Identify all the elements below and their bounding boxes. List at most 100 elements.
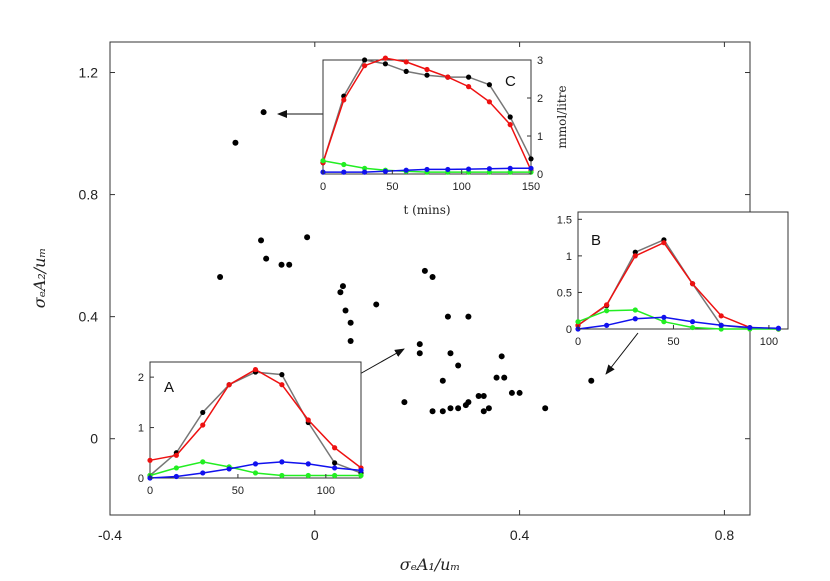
- inset-series-point-green: [604, 308, 610, 314]
- inset-a-label: A: [164, 379, 174, 396]
- scatter-point: [286, 261, 293, 268]
- inset-c: 0 50 100 150 0 1 2 3 C t (mins) mmol/litre: [320, 55, 569, 217]
- inset-series-point-blue: [305, 461, 311, 467]
- main-y-tick-label: 0: [90, 431, 98, 447]
- scatter-point: [263, 255, 270, 262]
- scatter-point: [439, 408, 446, 415]
- main-y-tick-label: 1.2: [79, 65, 99, 81]
- inset-series-point-black: [632, 249, 638, 255]
- inset-series-point-blue: [226, 466, 232, 472]
- inset-c-x-axis-label: t (mins): [403, 203, 450, 217]
- inset-a: 0 50 100 0 1 2 A: [138, 361, 364, 497]
- inset-series-point-blue: [252, 461, 259, 467]
- inset-series-point-black: [403, 68, 409, 74]
- inset-series-line-red: [577, 241, 779, 330]
- inset-series-point-black: [279, 372, 285, 378]
- inset-series-point-red: [424, 66, 430, 73]
- scatter-point: [373, 301, 380, 308]
- inset-a-x-ticks: 0 50 100: [147, 474, 335, 497]
- inset-series-point-red: [718, 313, 724, 319]
- scatter-point: [347, 319, 354, 326]
- inset-series-point-red: [632, 253, 638, 259]
- inset-series-point-black: [332, 460, 338, 466]
- scatter-point: [447, 405, 454, 412]
- inset-series-point-green: [718, 326, 724, 332]
- inset-x-tick-label: 50: [232, 485, 244, 497]
- inset-series-point-green: [279, 472, 285, 479]
- inset-series-point-black: [486, 82, 492, 88]
- inset-x-tick-label: 150: [522, 181, 540, 193]
- inset-b-y-ticks: 0 0.5 1 1.5: [557, 214, 582, 336]
- scatter-point: [339, 283, 346, 290]
- scatter-point: [217, 273, 224, 280]
- inset-series-point-blue: [341, 169, 347, 175]
- inset-series-point-green: [632, 307, 638, 313]
- main-y-axis-label: σₑA₂/uₘ: [30, 248, 49, 309]
- scatter-point: [465, 399, 472, 406]
- main-y-tick-label: 0.8: [79, 187, 99, 203]
- scatter-point: [342, 307, 349, 314]
- main-x-tick-label: -0.4: [98, 527, 122, 543]
- inset-x-tick-label: 0: [575, 336, 581, 348]
- scatter-point: [421, 267, 428, 274]
- scatter-point: [588, 377, 595, 384]
- inset-a-frame: [149, 361, 362, 479]
- inset-series-point-red: [226, 382, 232, 388]
- scatter-point: [260, 109, 267, 116]
- scatter-point: [401, 399, 408, 406]
- inset-y-tick-label: 1: [138, 423, 144, 435]
- inset-series-point-blue: [718, 322, 724, 328]
- inset-a-series: [147, 366, 364, 481]
- scatter-point: [516, 389, 523, 396]
- inset-series-point-red: [332, 445, 338, 451]
- inset-y-tick-label: 0: [537, 169, 543, 181]
- inset-y-tick-label: 1: [566, 251, 572, 263]
- inset-b-x-ticks: 0 50 100: [575, 325, 778, 348]
- scatter-point: [455, 405, 462, 412]
- inset-series-point-blue: [528, 165, 534, 171]
- inset-series-point-red: [341, 97, 347, 103]
- inset-series-point-green: [173, 465, 179, 471]
- inset-series-point-black: [200, 409, 206, 416]
- inset-y-tick-label: 0: [138, 473, 144, 485]
- inset-x-tick-label: 100: [317, 485, 335, 497]
- inset-series-point-green: [575, 319, 581, 325]
- scatter-point: [278, 261, 285, 268]
- arrow-to-point-b: [605, 332, 639, 375]
- main-x-tick-label: 0.8: [715, 527, 735, 543]
- inset-series-point-black: [466, 74, 472, 80]
- scatter-point: [439, 377, 446, 384]
- inset-series-line-green: [577, 309, 779, 330]
- inset-series-point-red: [689, 281, 696, 287]
- scatter-point: [475, 392, 482, 399]
- inset-series-point-blue: [486, 166, 492, 172]
- inset-series-point-green: [689, 324, 696, 331]
- inset-series-point-blue: [445, 166, 451, 173]
- inset-series-line-blue: [577, 316, 779, 330]
- inset-c-frame: [322, 59, 532, 175]
- inset-series-point-red: [486, 99, 492, 105]
- inset-series-point-red: [445, 74, 451, 80]
- inset-series-point-blue: [424, 166, 430, 173]
- inset-c-series: [320, 55, 534, 175]
- main-y-ticks: 0 0.4 0.8 1.2: [79, 65, 750, 447]
- inset-series-point-blue: [279, 459, 285, 465]
- inset-series-point-black: [528, 156, 534, 162]
- inset-series-point-blue: [507, 165, 513, 171]
- main-y-tick-label: 0.4: [79, 309, 99, 325]
- inset-series-point-blue: [604, 322, 610, 328]
- scatter-point: [501, 374, 508, 381]
- inset-series-point-red: [382, 55, 388, 61]
- inset-series-point-black: [382, 61, 388, 67]
- inset-series-point-green: [252, 470, 259, 476]
- inset-y-tick-label: 2: [138, 372, 144, 384]
- scatter-point: [258, 237, 265, 244]
- inset-series-point-red: [362, 63, 368, 69]
- inset-series-point-blue: [661, 314, 667, 320]
- inset-y-tick-label: 0: [566, 324, 572, 336]
- scatter-point: [455, 362, 462, 369]
- inset-y-tick-label: 1.5: [557, 214, 572, 226]
- inset-series-point-green: [358, 472, 364, 479]
- scatter-point: [542, 405, 549, 412]
- inset-c-y-ticks: 0 1 2 3: [527, 55, 543, 181]
